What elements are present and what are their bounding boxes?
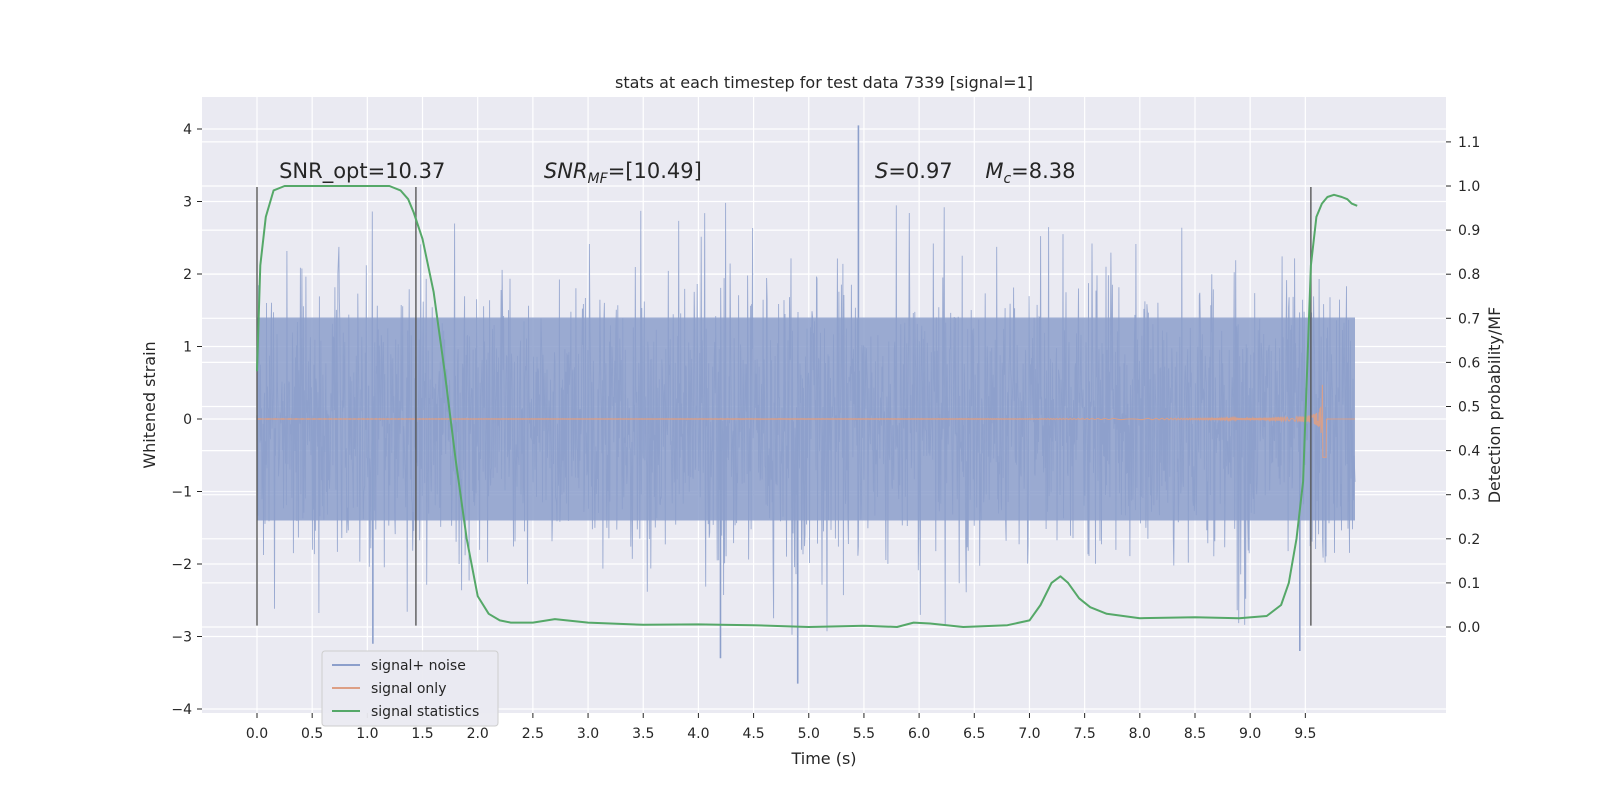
x-tick-label-7: 3.5 — [632, 726, 654, 742]
y2-tick-label-4: 0.4 — [1458, 444, 1480, 460]
x-tick-label-4: 2.0 — [467, 726, 489, 742]
series-signal-statistics — [256, 185, 1358, 628]
y2-tick-label-6: 0.6 — [1458, 355, 1480, 371]
y2-tick-label-3: 0.3 — [1458, 488, 1480, 504]
series-signal-only — [256, 384, 1355, 458]
signal-only-trace — [256, 384, 1355, 458]
annotation-1: SNRMF=[10.49] — [544, 159, 702, 187]
x-tick-label-13: 6.5 — [963, 726, 985, 742]
x-tick-label-17: 8.5 — [1184, 726, 1206, 742]
x-tick-label-16: 8.0 — [1129, 726, 1151, 742]
x-tick-label-8: 4.0 — [687, 726, 709, 742]
x-tick-label-1: 0.5 — [301, 726, 323, 742]
x-tick-label-14: 7.0 — [1018, 726, 1040, 742]
y2-axis-label: Detection probability/MF — [1485, 307, 1504, 504]
legend-box — [321, 650, 499, 727]
y-tick-label-2: −2 — [171, 557, 192, 573]
x-tick-label-11: 5.5 — [853, 726, 875, 742]
y-axis-ticks: −4 −3 −2 −1 0 1 2 3 4 — [171, 122, 202, 718]
x-tick-label-19: 9.5 — [1294, 726, 1316, 742]
y-tick-label-6: 2 — [183, 267, 192, 283]
y2-tick-label-2: 0.2 — [1458, 532, 1480, 548]
y2-tick-label-10: 1.0 — [1458, 179, 1480, 195]
y-tick-label-0: −4 — [171, 702, 192, 718]
legend-label-signal-statistics: signal statistics — [371, 704, 479, 720]
x-tick-label-18: 9.0 — [1239, 726, 1261, 742]
y2-tick-label-11: 1.1 — [1458, 135, 1480, 151]
chart-title: stats at each timestep for test data 733… — [615, 73, 1033, 92]
y-tick-label-1: −3 — [171, 630, 192, 646]
y2-axis-ticks: 0.0 0.1 0.2 0.3 0.4 0.5 0.6 0.7 0.8 0.9 1.0 1.1 — [1446, 135, 1480, 636]
x-tick-label-9: 4.5 — [742, 726, 764, 742]
annotation-3: Mc=8.38 — [985, 159, 1075, 187]
x-axis-ticks: 0.0 0.5 1.0 1.5 2.0 2.5 3.0 3.5 4.0 4.5 5.0 5.5 6.0 6… — [246, 713, 1316, 742]
x-axis-label: Time (s) — [790, 749, 856, 768]
annotation-2: S=0.97 — [875, 159, 953, 183]
signal-statistics-line — [256, 185, 1358, 628]
y-tick-label-4: 0 — [183, 412, 192, 428]
y2-tick-label-8: 0.8 — [1458, 267, 1480, 283]
y-tick-label-5: 1 — [183, 340, 192, 356]
y2-tick-label-1: 0.1 — [1458, 576, 1480, 592]
x-tick-label-0: 0.0 — [246, 726, 268, 742]
x-tick-label-5: 2.5 — [522, 726, 544, 742]
legend-label-signal-only: signal only — [371, 681, 446, 697]
x-tick-label-2: 1.0 — [356, 726, 378, 742]
y-tick-label-3: −1 — [171, 485, 192, 501]
y2-tick-label-0: 0.0 — [1458, 620, 1480, 636]
x-tick-label-3: 1.5 — [411, 726, 433, 742]
y-axis-label: Whitened strain — [140, 341, 159, 468]
annotation-0: SNR_opt=10.37 — [279, 159, 445, 184]
annotations: SNR_opt=10.37 SNRMF=[10.49] S=0.97 Mc=8.38 — [279, 159, 1075, 187]
x-tick-label-12: 6.0 — [908, 726, 930, 742]
x-tick-label-15: 7.5 — [1074, 726, 1096, 742]
y2-tick-label-7: 0.7 — [1458, 311, 1480, 327]
y-tick-label-8: 4 — [183, 122, 192, 138]
x-tick-label-6: 3.0 — [577, 726, 599, 742]
y2-tick-label-5: 0.5 — [1458, 400, 1480, 416]
legend: signal+ noise signal only signal statist… — [321, 650, 499, 727]
y-tick-label-7: 3 — [183, 195, 192, 211]
x-tick-label-10: 5.0 — [798, 726, 820, 742]
legend-label-signal-plus-noise: signal+ noise — [371, 658, 466, 674]
y2-tick-label-9: 0.9 — [1458, 223, 1480, 239]
